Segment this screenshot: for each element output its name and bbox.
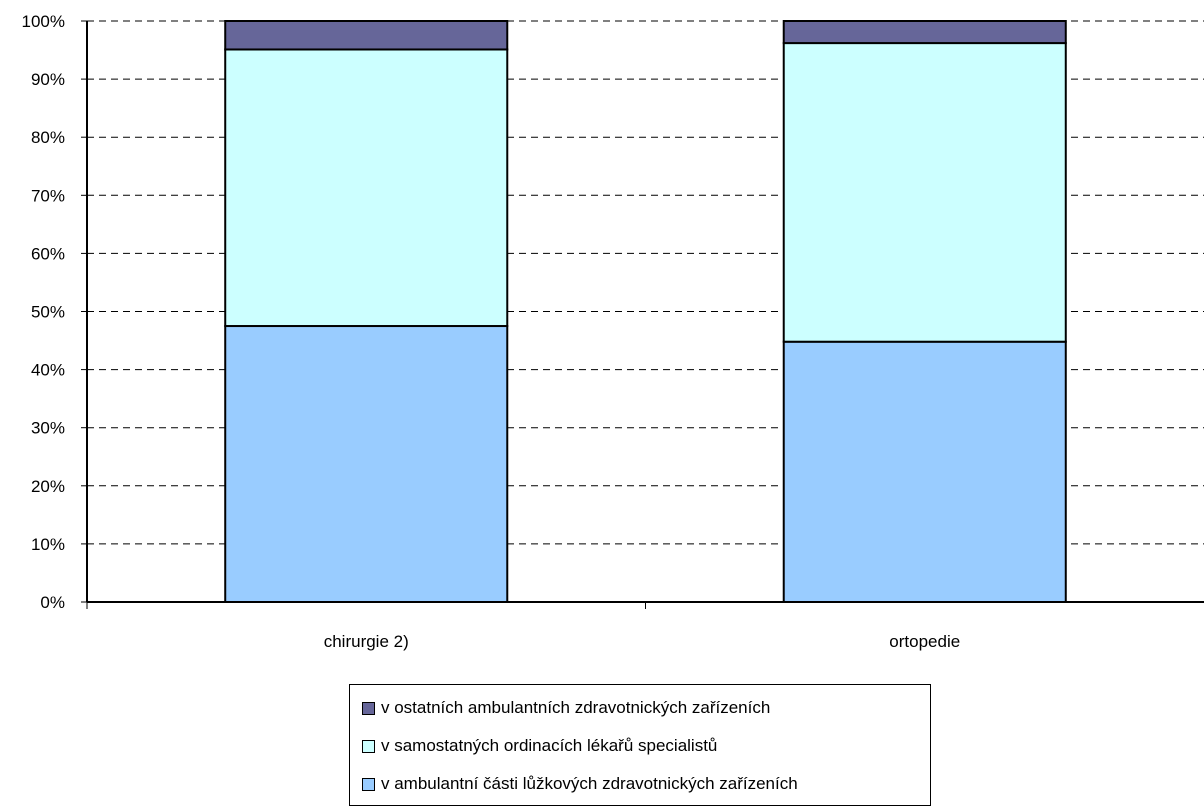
y-tick-label: 40% bbox=[31, 361, 65, 380]
legend-label-specialists: v samostatných ordinacích lékařů special… bbox=[381, 736, 718, 755]
legend-swatch-inpatient bbox=[362, 777, 375, 791]
legend-label-other: v ostatních ambulantních zdravotnických … bbox=[381, 698, 771, 717]
y-tick-label: 0% bbox=[40, 593, 65, 612]
bar-segment bbox=[782, 340, 1067, 603]
legend-label-inpatient: v ambulantní části lůžkových zdravotnick… bbox=[381, 774, 798, 793]
y-tick-label: 30% bbox=[31, 419, 65, 438]
legend: v ostatních ambulantních zdravotnických … bbox=[349, 684, 931, 806]
y-tick-label: 20% bbox=[31, 477, 65, 496]
bar-segment bbox=[224, 325, 509, 603]
y-tick-label: 100% bbox=[22, 12, 65, 31]
bar-segment bbox=[224, 20, 509, 51]
y-tick-label: 70% bbox=[31, 186, 65, 205]
bar-segment bbox=[224, 48, 509, 328]
legend-swatch-other bbox=[362, 701, 375, 715]
x-tick-label: chirurgie 2) bbox=[324, 632, 409, 651]
y-tick-label: 80% bbox=[31, 128, 65, 147]
y-tick-label: 50% bbox=[31, 303, 65, 322]
bar-segment bbox=[782, 20, 1067, 45]
legend-swatch-specialists bbox=[362, 739, 375, 753]
legend-item-inpatient: v ambulantní části lůžkových zdravotnick… bbox=[362, 773, 798, 795]
legend-item-other: v ostatních ambulantních zdravotnických … bbox=[362, 697, 770, 719]
bar-segment bbox=[782, 42, 1067, 343]
y-tick-label: 10% bbox=[31, 535, 65, 554]
x-tick-label: ortopedie bbox=[889, 632, 960, 651]
y-tick-label: 90% bbox=[31, 70, 65, 89]
y-tick-label: 60% bbox=[31, 244, 65, 263]
chart-plot: 0% 10% 20% 30% 40% 50% 60% 70% 80% 90% 100% chirurg… bbox=[22, 12, 1204, 651]
legend-item-specialists: v samostatných ordinacích lékařů special… bbox=[362, 735, 717, 757]
